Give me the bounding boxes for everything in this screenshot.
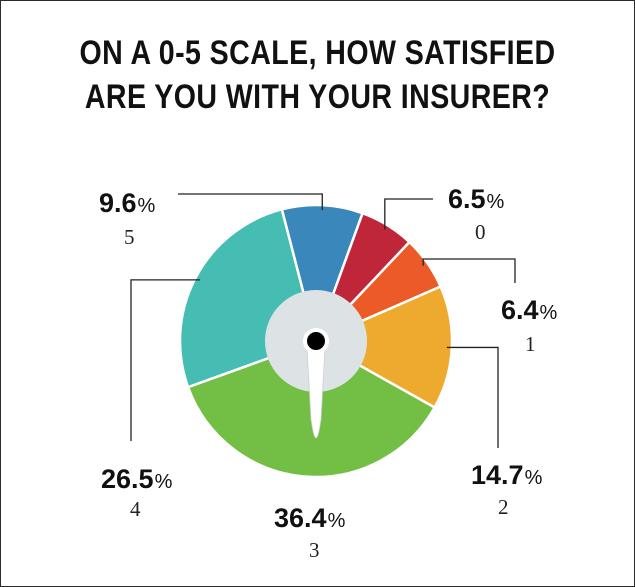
category-label-4: 4 (130, 497, 141, 521)
chart-title: ON A 0-5 SCALE, HOW SATISFIED ARE YOU WI… (52, 31, 584, 119)
category-label-5: 5 (124, 225, 135, 249)
data-label-4: 26.5% (101, 464, 173, 494)
category-label-2: 2 (498, 495, 509, 519)
category-label-3: 3 (309, 538, 320, 562)
leader-line-5 (178, 193, 323, 211)
leader-line-2 (446, 346, 499, 448)
data-label-1: 6.4% (501, 295, 558, 325)
title-line-2: ARE YOU WITH YOUR INSURER? (84, 78, 551, 116)
gauge-needle (306, 348, 326, 439)
leader-line-4 (130, 279, 201, 441)
data-label-3: 36.4% (274, 503, 346, 533)
category-label-0: 0 (475, 220, 486, 244)
leader-line-0 (384, 198, 433, 230)
needle-pivot (303, 328, 329, 354)
title-line-1: ON A 0-5 SCALE, HOW SATISFIED (79, 34, 556, 72)
data-label-2: 14.7% (471, 460, 543, 490)
category-label-1: 1 (525, 332, 536, 356)
data-label-0: 6.5% (448, 184, 505, 214)
data-label-5: 9.6% (99, 188, 156, 218)
leader-line-1 (422, 258, 516, 283)
